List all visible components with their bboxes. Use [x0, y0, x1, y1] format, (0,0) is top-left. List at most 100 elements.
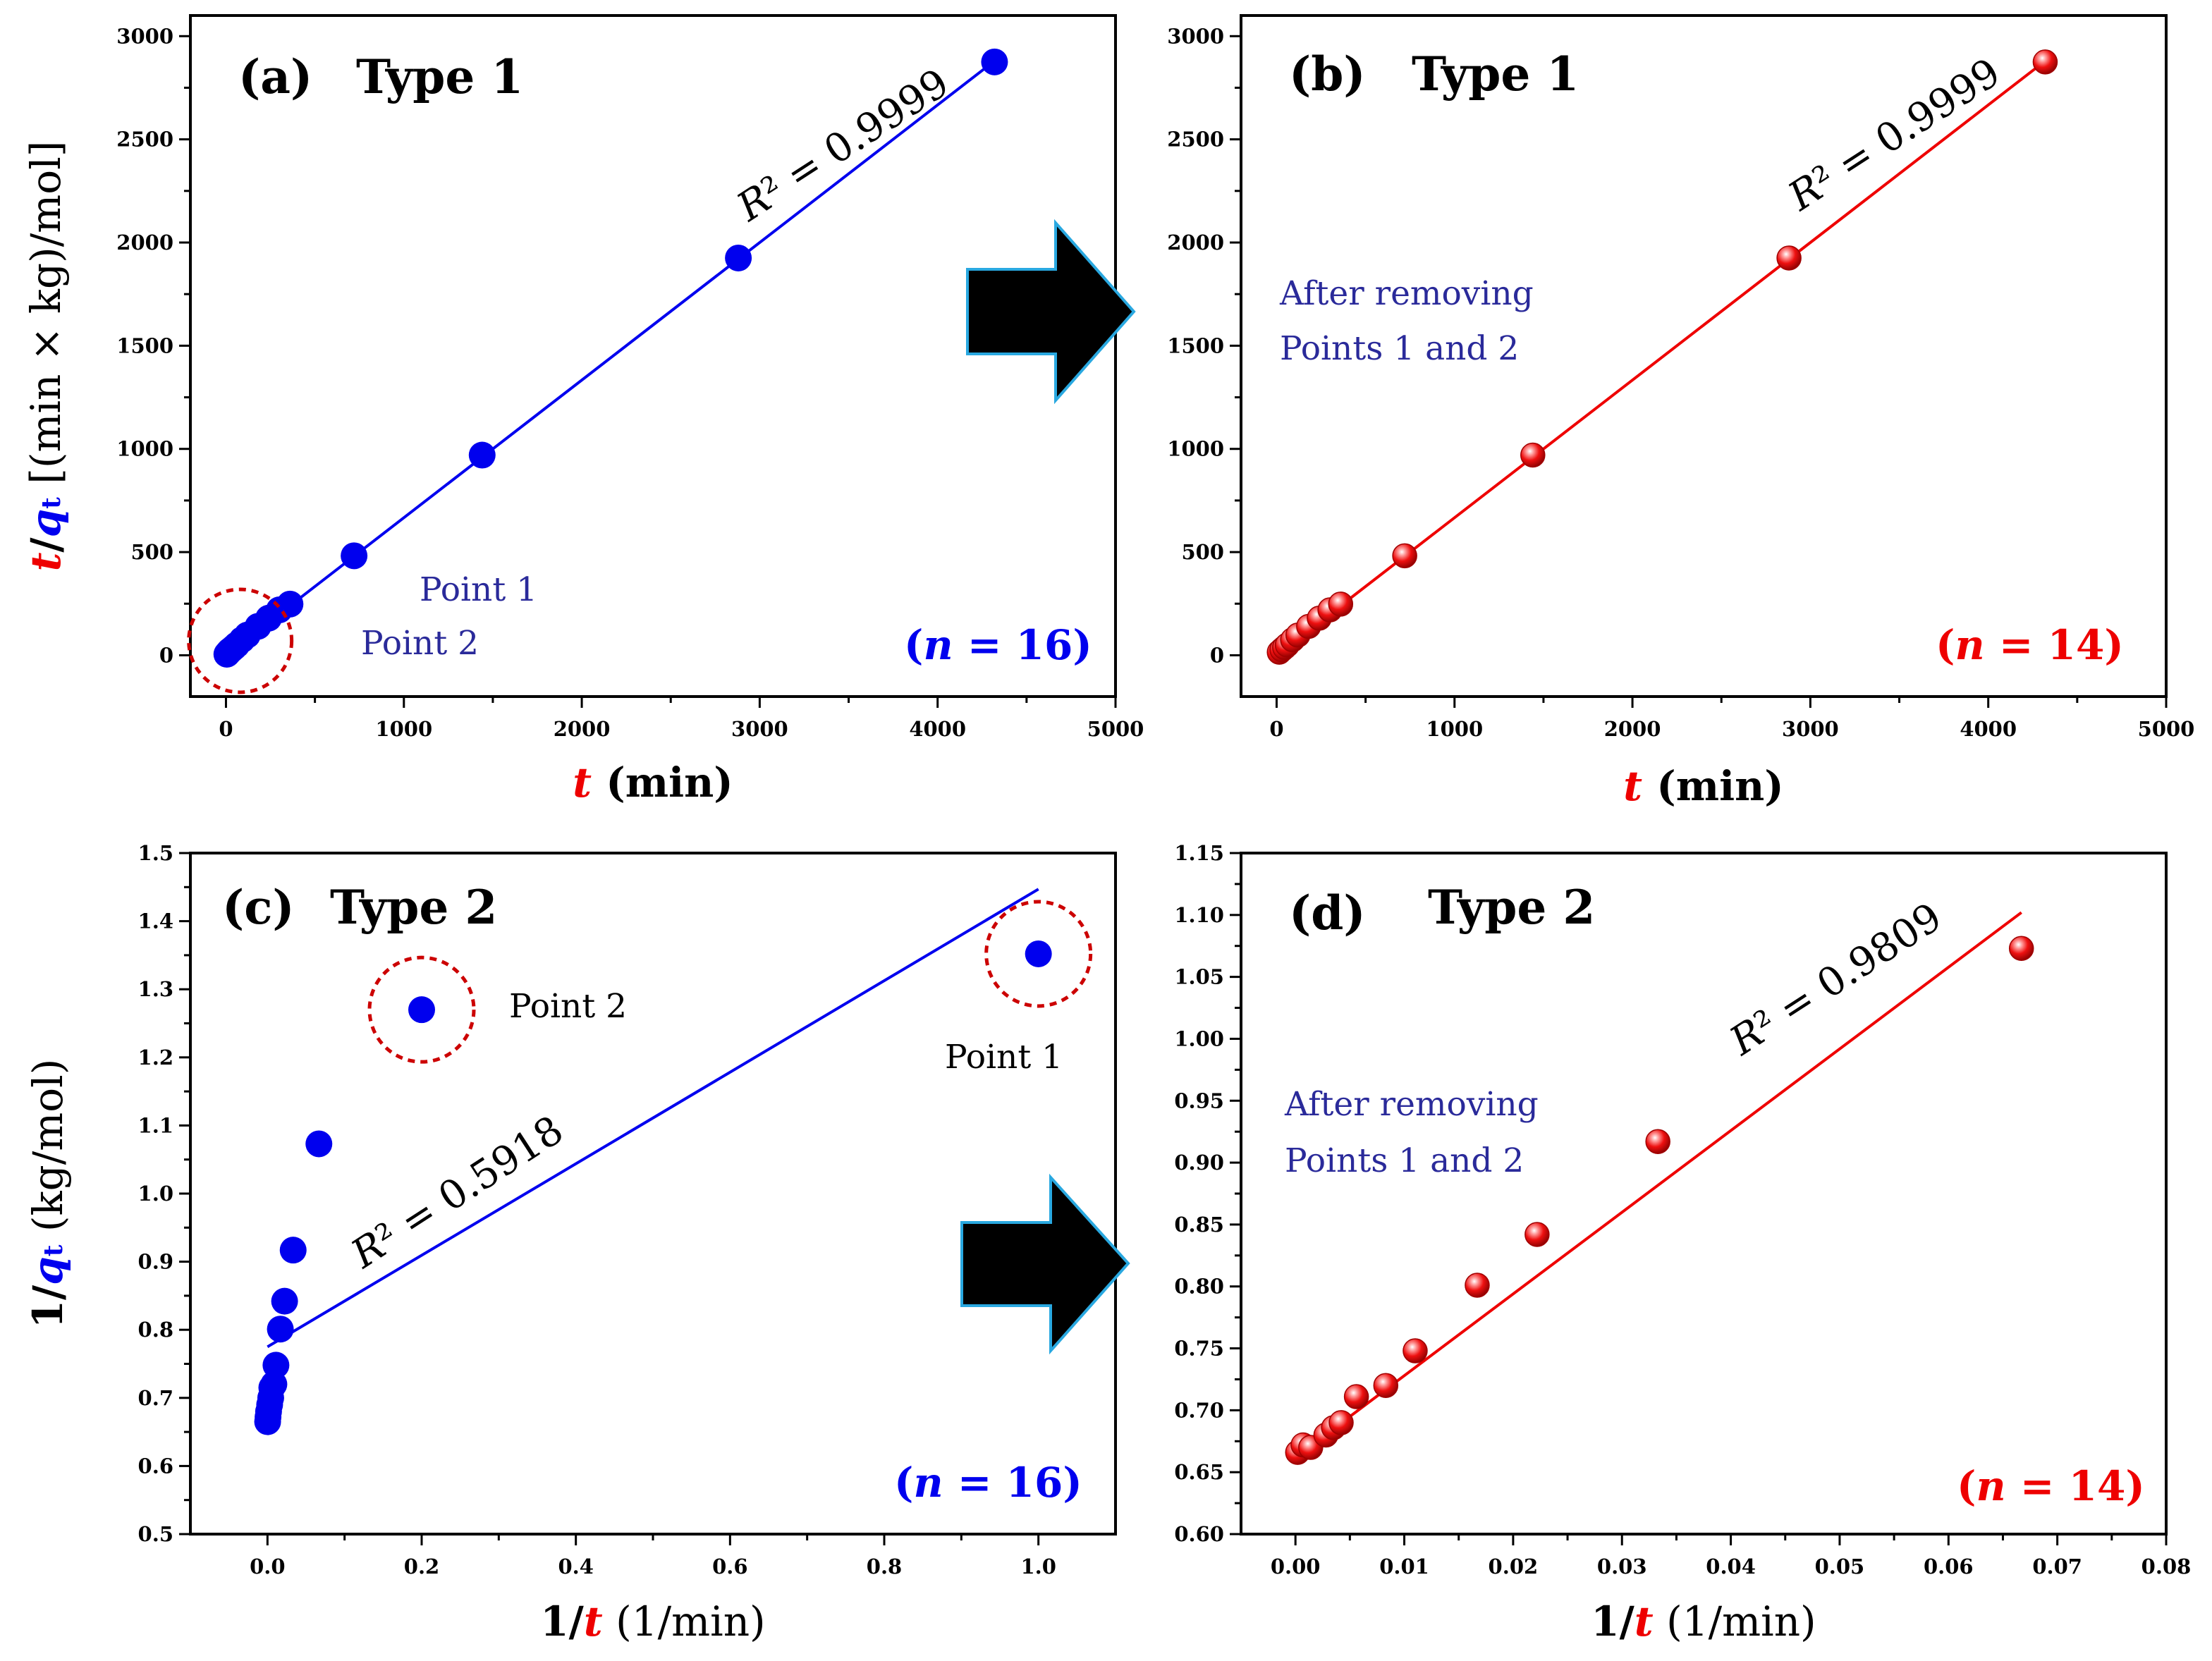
y-tick-label: 0.9 [138, 1250, 173, 1274]
y-tick-label: 1000 [1167, 437, 1224, 461]
x-tick-label: 0 [1269, 717, 1283, 741]
y-tick-label: 1.00 [1174, 1026, 1224, 1050]
x-ticks: 0.0 0.2 0.4 0.6 0.8 1.0 [250, 1534, 1056, 1579]
x-tick-label: 2000 [554, 717, 611, 741]
data-point [262, 1352, 290, 1379]
note-line-1: After removing [1284, 1085, 1539, 1124]
x-tick-label: 0.0 [250, 1555, 285, 1579]
y-tick-label: 0.80 [1174, 1275, 1224, 1299]
data-point [408, 996, 435, 1024]
x-tick-label: 1000 [1426, 717, 1483, 741]
plot-frame [189, 852, 1117, 1536]
x-tick-label: 0.02 [1489, 1555, 1539, 1579]
y-tick-label: 500 [1181, 540, 1224, 564]
y-tick-label: 1.10 [1174, 903, 1224, 927]
panel-a: 0 1000 2000 3000 4000 5000 0 500 1000 1500 2000 25… [22, 14, 1144, 807]
data-marks [187, 48, 1008, 694]
x-tick-label: 0.06 [1924, 1555, 1974, 1579]
y-tick-label: 1.05 [1174, 965, 1224, 989]
chart-title: Type 1 [1412, 47, 1579, 102]
data-point [267, 1316, 294, 1343]
fit-line [225, 59, 996, 657]
x-axis-title: t (min) [1623, 762, 1783, 810]
data-point [341, 542, 368, 570]
note-point-1: Point 1 [945, 1038, 1063, 1077]
y-tick-label: 1.1 [138, 1113, 173, 1137]
data-point [1328, 592, 1354, 617]
data-point [1403, 1338, 1428, 1363]
x-tick-label: 0 [219, 717, 233, 741]
y-tick-label: 0.85 [1174, 1213, 1224, 1237]
arrow-right-bottom [960, 1173, 1130, 1355]
x-tick-label: 0.00 [1271, 1555, 1321, 1579]
note-line-2: Points 1 and 2 [1280, 329, 1519, 368]
x-tick-label: 5000 [1087, 717, 1144, 741]
r-squared-label: R² = 0.9809 [1721, 894, 1950, 1065]
x-tick-label: 1.0 [1020, 1555, 1056, 1579]
x-tick-label: 1000 [375, 717, 432, 741]
data-point [1645, 1129, 1670, 1154]
x-tick-label: 4000 [909, 717, 966, 741]
x-tick-label: 0.6 [712, 1555, 747, 1579]
data-marks [254, 888, 1093, 1435]
n-count-label: (n = 16) [904, 621, 1092, 669]
y-tick-label: 500 [130, 540, 173, 564]
data-point [1343, 1384, 1369, 1409]
y-tick-label: 0 [1210, 643, 1224, 667]
data-point [2008, 936, 2034, 961]
y-tick-label: 1500 [1167, 333, 1224, 357]
y-ticks: 0.60 0.65 0.70 0.75 0.80 0.85 0.90 0.95 1.00 1.05… [1174, 841, 1241, 1546]
arrow-right-top [966, 219, 1136, 405]
x-tick-label: 4000 [1960, 717, 2017, 741]
chart-title: Type 2 [330, 880, 497, 935]
plot-frame [1240, 14, 2168, 698]
y-tick-label: 0.75 [1174, 1337, 1224, 1361]
y-tick-label: 2000 [1167, 231, 1224, 255]
y-tick-label: 2000 [116, 231, 173, 255]
y-tick-label: 2500 [116, 128, 173, 152]
data-marks [1266, 49, 2058, 665]
chart-title: Type 1 [356, 49, 523, 104]
panel-label: (b) [1289, 47, 1366, 102]
x-tick-label: 0.2 [404, 1555, 439, 1579]
data-point [468, 441, 496, 469]
data-point [1373, 1373, 1399, 1398]
panel-label: (d) [1289, 885, 1366, 940]
x-tick-label: 0.04 [1706, 1555, 1756, 1579]
highlight-circle-point-2 [367, 955, 476, 1064]
x-tick-label: 0.8 [867, 1555, 902, 1579]
x-tick-label: 0.03 [1597, 1555, 1647, 1579]
x-tick-label: 5000 [2138, 717, 2195, 741]
panel-b: 0 1000 2000 3000 4000 5000 0 500 1000 1500 2000 25… [1167, 14, 2195, 810]
y-tick-label: 1.2 [138, 1046, 173, 1069]
y-tick-label: 1.5 [138, 841, 173, 865]
data-point [725, 244, 752, 271]
note-point-1: Point 1 [420, 570, 537, 609]
y-tick-label: 0.90 [1174, 1151, 1224, 1175]
x-axis-title: 1/t (1/min) [1591, 1598, 1816, 1645]
x-ticks: 0.00 0.01 0.02 0.03 0.04 0.05 0.06 0.07 0.08 [1271, 1534, 2191, 1579]
y-tick-label: 0.70 [1174, 1398, 1224, 1422]
r-squared-label: R² = 0.9999 [728, 60, 957, 231]
y-tick-label: 0.95 [1174, 1089, 1224, 1113]
y-tick-label: 0.7 [138, 1386, 173, 1410]
y-tick-label: 3000 [116, 24, 173, 48]
data-point [1465, 1273, 1490, 1298]
panel-label: (a) [238, 49, 312, 104]
data-point [1025, 940, 1052, 967]
note-line-1: After removing [1279, 274, 1534, 313]
x-axis-title: t (min) [573, 759, 733, 807]
fit-line [1294, 911, 2022, 1459]
y-tick-label: 0.65 [1174, 1460, 1224, 1484]
y-tick-label: 0.6 [138, 1454, 173, 1478]
data-point [276, 590, 304, 618]
highlight-circle-point-1 [984, 900, 1093, 1008]
x-axis-title: 1/t (1/min) [540, 1598, 765, 1645]
y-tick-label: 1.3 [138, 977, 173, 1001]
chart-title: Type 2 [1428, 880, 1595, 935]
n-count-label: (n = 14) [1957, 1462, 2145, 1510]
data-point [2032, 49, 2058, 75]
r-squared-label: R² = 0.9999 [1780, 49, 2008, 220]
y-tick-label: 0.60 [1174, 1522, 1224, 1546]
